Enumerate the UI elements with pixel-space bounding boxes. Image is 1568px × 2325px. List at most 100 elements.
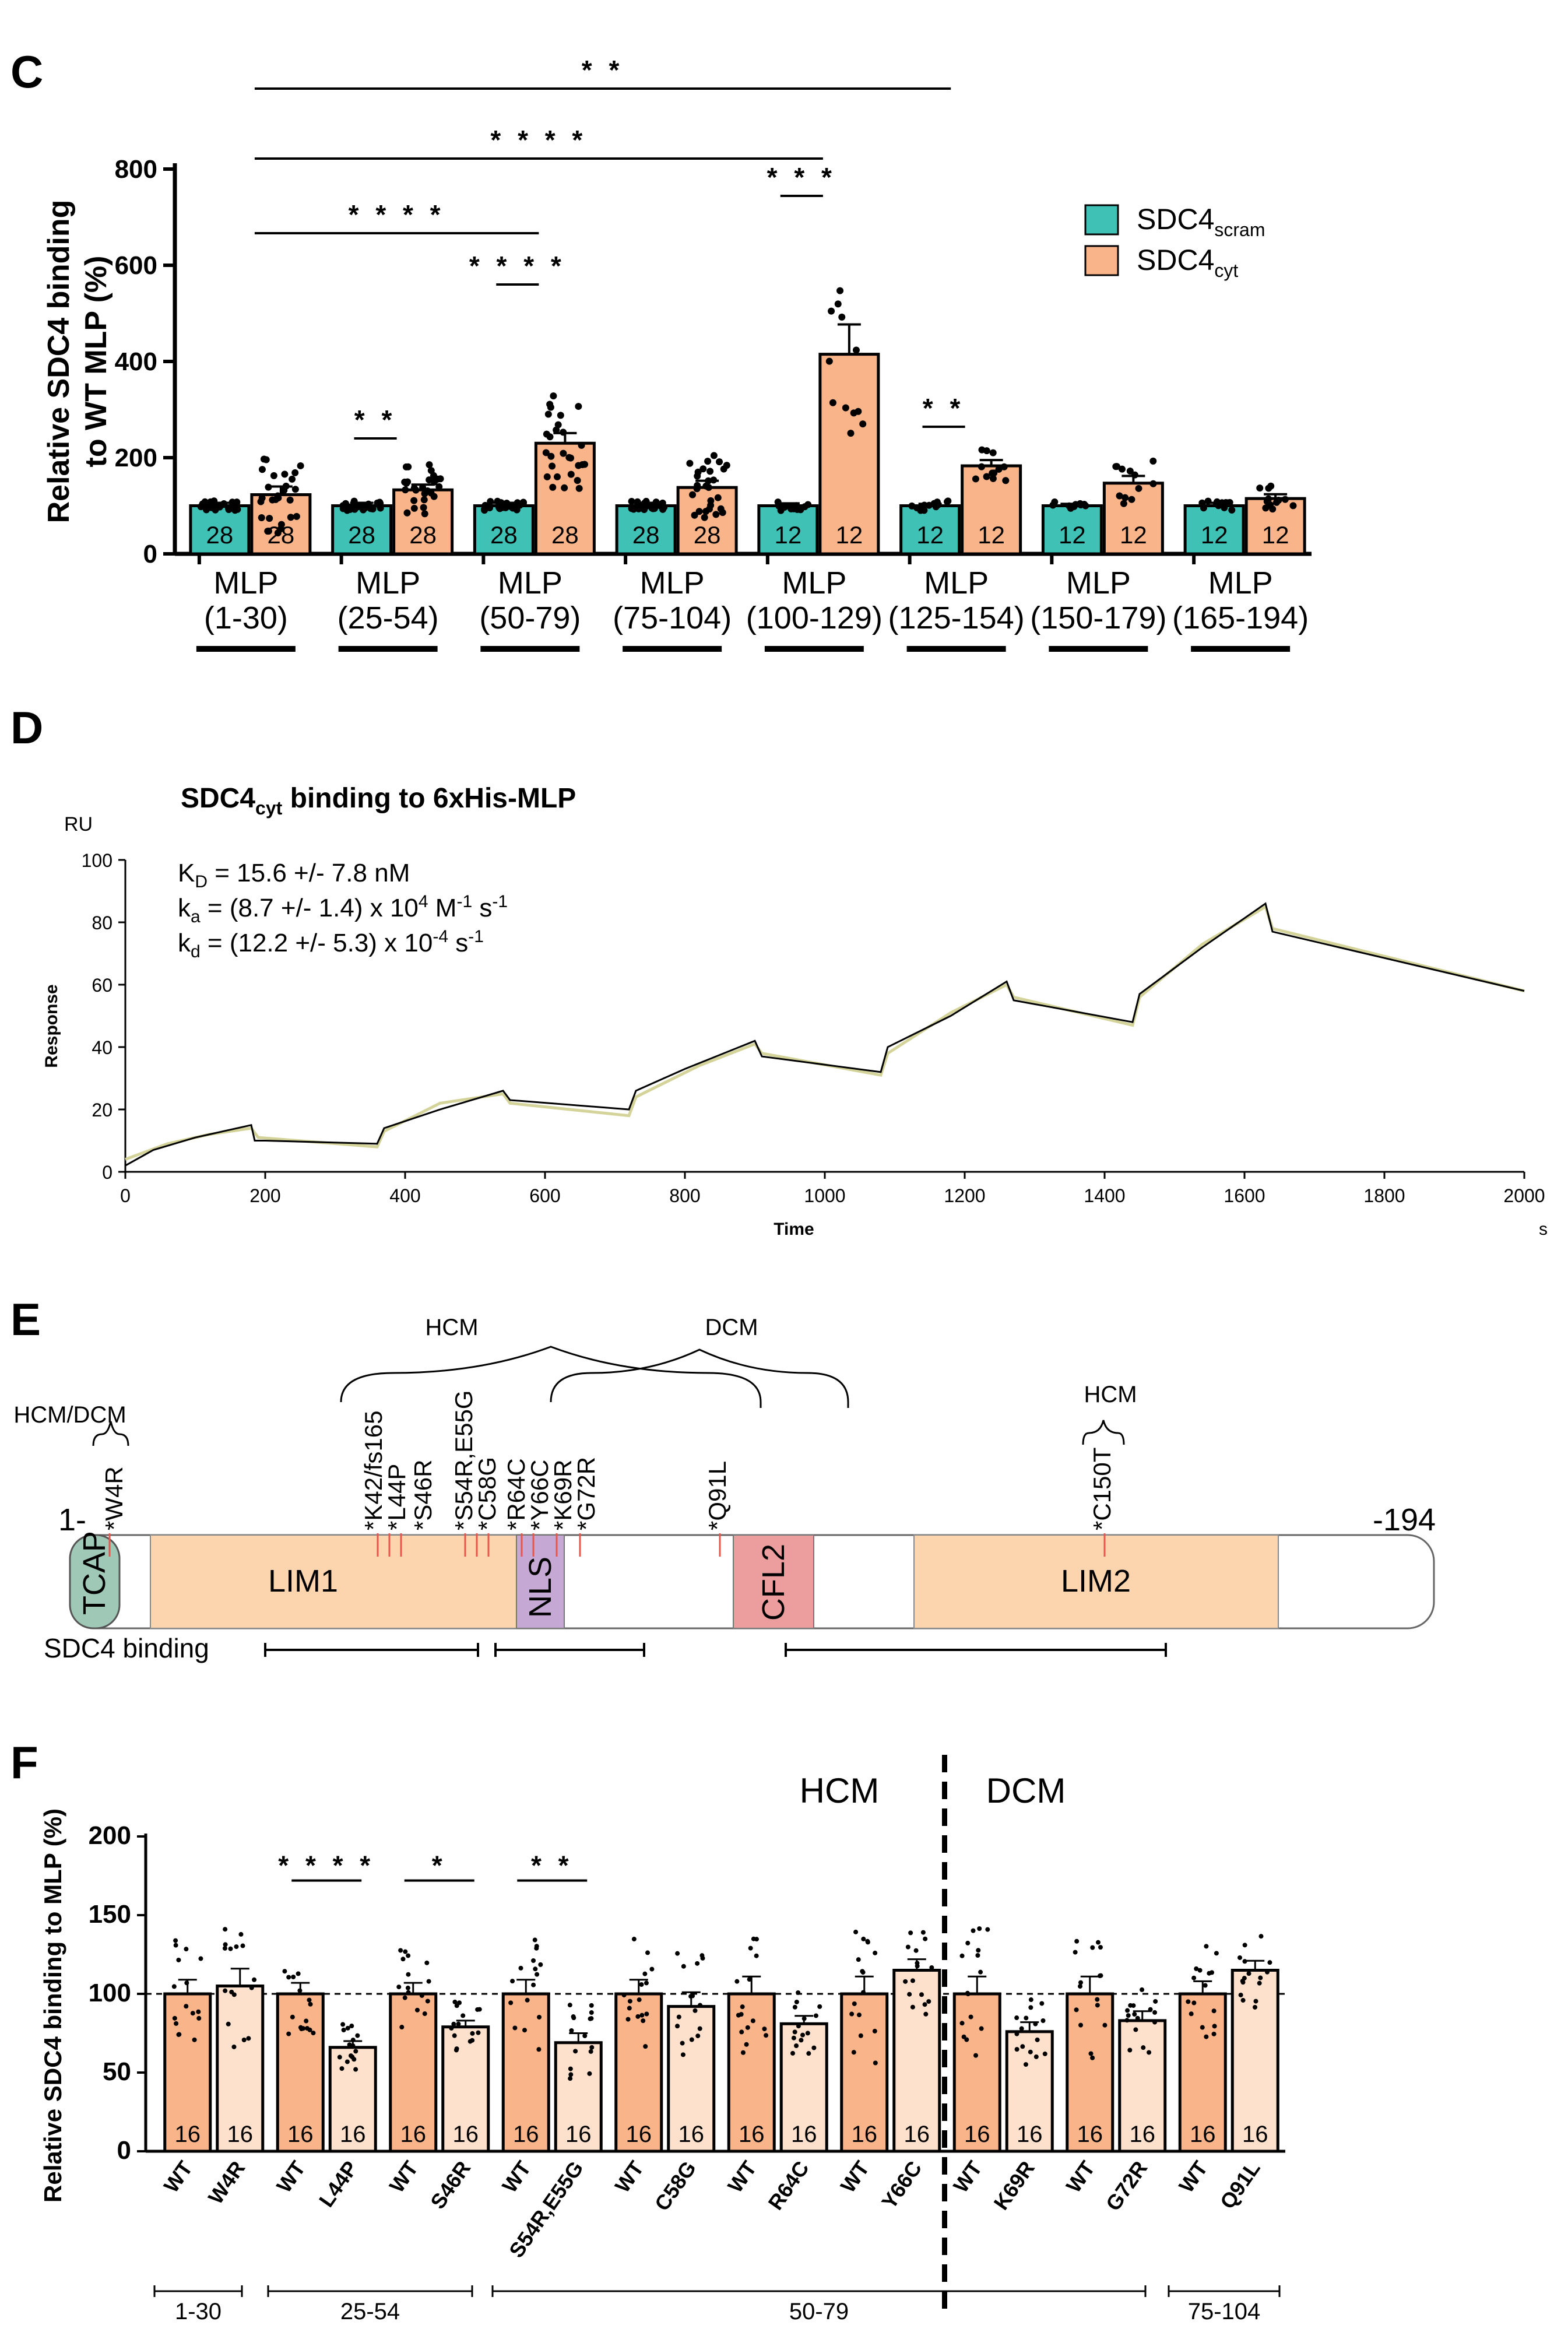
d-xtick-label: 800 xyxy=(669,1185,700,1206)
f-point xyxy=(569,2028,574,2033)
mut-g72r: *G72R xyxy=(572,1457,600,1530)
f-point xyxy=(398,1948,403,1953)
c-point xyxy=(1067,504,1074,512)
f-point xyxy=(304,2026,310,2031)
f-point xyxy=(764,2033,769,2038)
f-point xyxy=(968,2014,973,2020)
f-point xyxy=(978,1969,983,1975)
f-point xyxy=(744,2042,749,2047)
c-point xyxy=(420,496,428,504)
d-line-measured xyxy=(125,902,1525,1167)
c-point xyxy=(435,483,443,490)
label-hcm-left: HCM xyxy=(425,1315,478,1340)
f-point xyxy=(792,2029,797,2035)
f-point xyxy=(1098,1973,1103,1978)
f-point xyxy=(1204,1944,1209,1949)
f-point xyxy=(299,2027,304,2032)
f-point xyxy=(424,1960,430,1965)
f-point xyxy=(341,2027,346,2032)
c-point xyxy=(1135,484,1142,492)
f-cat-label: Y66C xyxy=(877,2157,926,2213)
brace-hcm-left xyxy=(340,1346,762,1408)
domain-tcap-label: TCAP xyxy=(77,1531,112,1615)
f-point xyxy=(1090,2055,1095,2060)
f-point xyxy=(531,1958,536,1964)
domain-cfl2 xyxy=(733,1534,814,1629)
f-cat-label: K69R xyxy=(989,2157,1039,2214)
c-ylabel-line1: Relative SDC4 binding xyxy=(42,200,76,524)
f-n-label: 16 xyxy=(287,2122,314,2147)
c-n-label: 28 xyxy=(348,521,375,549)
c-cat-label-1: MLP xyxy=(640,566,705,600)
f-point xyxy=(451,2021,456,2027)
c-point xyxy=(1120,500,1127,507)
c-point xyxy=(825,357,833,365)
f-point xyxy=(975,1952,980,1958)
f-point xyxy=(644,2011,649,2017)
f-cat-label: L44P xyxy=(314,2157,363,2211)
f-point xyxy=(739,2012,744,2017)
f-point xyxy=(226,2021,231,2027)
f-point xyxy=(470,2031,475,2036)
f-point xyxy=(1014,2047,1019,2052)
label-hcm-dcm: HCM/DCM xyxy=(13,1402,126,1428)
c-point xyxy=(1265,484,1272,492)
f-point xyxy=(1240,1998,1246,2003)
d-xtick-label: 400 xyxy=(389,1185,420,1206)
c-point xyxy=(426,461,433,469)
f-point xyxy=(460,2013,466,2018)
f-point xyxy=(538,1962,543,1967)
brace-dcm xyxy=(550,1348,849,1408)
c-cat-label-1: MLP xyxy=(1208,566,1273,600)
f-point xyxy=(240,1943,245,1948)
d-xtick-label: 1600 xyxy=(1224,1185,1265,1206)
f-point xyxy=(425,1999,430,2004)
mut-c58g: *C58G xyxy=(473,1457,501,1530)
c-point xyxy=(1121,494,1129,501)
mut-s46r: *S46R xyxy=(409,1460,437,1530)
f-point xyxy=(173,1938,178,1943)
brace-hcm-dcm xyxy=(92,1421,129,1446)
f-point xyxy=(681,1964,686,1969)
mut-k42: *K42/fs165 xyxy=(360,1411,387,1531)
f-group-dcm: DCM xyxy=(986,1771,1066,1810)
c-cat-label-1: MLP xyxy=(1066,566,1131,600)
f-point xyxy=(1019,2026,1024,2031)
d-ytick-label: 0 xyxy=(102,1162,112,1183)
c-point xyxy=(275,494,282,502)
c-point xyxy=(581,461,589,468)
c-point xyxy=(575,403,582,410)
c-cat-label-2: (1-30) xyxy=(204,600,288,635)
f-point xyxy=(171,1984,177,1989)
f-point xyxy=(345,2025,350,2031)
f-point xyxy=(750,2018,755,2024)
f-point xyxy=(740,2050,746,2055)
f-bar xyxy=(667,2005,716,2153)
f-point xyxy=(1125,2008,1130,2013)
mut-c150t: *C150T xyxy=(1088,1448,1116,1530)
f-n-label: 16 xyxy=(1077,2122,1103,2147)
c-ytick-label: 0 xyxy=(143,540,157,568)
f-point xyxy=(1035,2037,1040,2042)
c-point xyxy=(270,472,277,479)
f-point xyxy=(406,1972,411,1977)
domain-lim1-label: LIM1 xyxy=(268,1564,338,1599)
f-bar xyxy=(952,1992,1001,2153)
f-point xyxy=(568,2066,573,2071)
mut-k69r: *K69R xyxy=(549,1460,576,1530)
c-cat-label-1: MLP xyxy=(924,566,989,600)
f-point xyxy=(349,2024,354,2029)
c-point xyxy=(549,483,557,491)
f-point xyxy=(1140,1987,1145,1992)
f-point xyxy=(304,2018,309,2024)
f-point xyxy=(700,1955,705,1961)
d-xtick-label: 1200 xyxy=(944,1185,985,1206)
domain-lim2-label: LIM2 xyxy=(1061,1564,1131,1599)
f-point xyxy=(910,2004,915,2010)
f-point xyxy=(1152,2010,1158,2015)
f-point xyxy=(282,1969,287,1974)
f-point xyxy=(223,1988,228,1993)
f-point xyxy=(252,1977,257,1982)
f-point xyxy=(400,1957,406,1962)
